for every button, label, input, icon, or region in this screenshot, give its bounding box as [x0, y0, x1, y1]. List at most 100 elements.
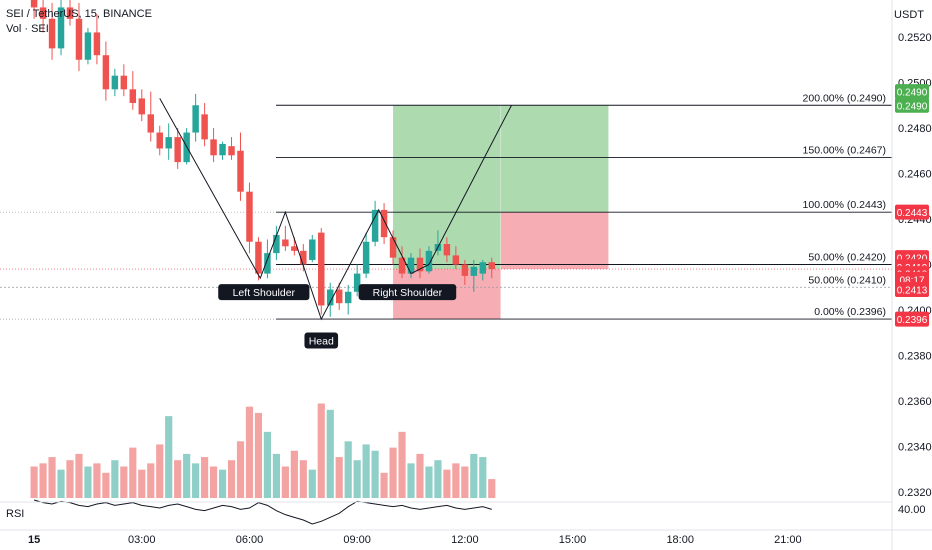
- volume-bar: [299, 460, 307, 498]
- candle-body: [318, 232, 325, 306]
- price-axis-tag-text: 0.2443: [897, 208, 928, 219]
- volume-bar: [201, 457, 209, 498]
- volume-bar: [39, 463, 47, 498]
- price-tick-label: 0.2320: [898, 487, 932, 499]
- volume-bar: [218, 469, 227, 498]
- volume-bar: [111, 460, 119, 498]
- price-tick-label: 0.2460: [898, 169, 932, 181]
- pattern-label: Right Shoulder: [373, 287, 443, 299]
- volume-bar: [30, 466, 38, 498]
- time-tick-label: 18:00: [666, 534, 694, 546]
- volume-bar: [209, 466, 218, 498]
- price-axis-tag-text: 08:17: [899, 275, 924, 286]
- volume-bar: [452, 463, 460, 498]
- candle-body: [309, 239, 316, 260]
- candle-body: [111, 75, 119, 90]
- symbol-title: SEI / TetherUS, 15, BINANCE: [6, 8, 152, 20]
- volume-bar: [290, 450, 298, 498]
- head-and-shoulders-path: [159, 98, 512, 321]
- volume-bar: [461, 466, 469, 498]
- pattern-label-bg: [304, 332, 339, 349]
- time-tick-label: 12:00: [451, 534, 479, 546]
- candle-body: [479, 262, 487, 274]
- volume-bar: [192, 463, 200, 498]
- candle-body: [273, 234, 280, 254]
- volume-bars: [30, 403, 496, 498]
- candle-body: [398, 257, 406, 274]
- candle-body: [75, 18, 83, 60]
- candle-body: [57, 7, 65, 49]
- candle-body: [416, 257, 424, 272]
- price-axis-tag: [895, 84, 929, 100]
- candle-body: [84, 32, 92, 60]
- volume-bar: [236, 441, 245, 498]
- volume-bar: [425, 466, 433, 498]
- candle-body: [425, 250, 433, 272]
- time-tick-label: 09:00: [343, 534, 371, 546]
- pattern-label-bg: [358, 284, 457, 301]
- volume-bar: [165, 416, 173, 498]
- price-axis-tag-text: 0.2490: [897, 101, 928, 112]
- fib-levels: 200.00% (0.2490) 150.00% (0.2467) 100.00% …: [0, 92, 892, 320]
- candle-body: [156, 132, 163, 149]
- candle-body: [264, 253, 271, 274]
- candle-body: [201, 114, 208, 140]
- price-axis-tag: [895, 97, 929, 113]
- volume-bar: [138, 469, 146, 498]
- rsi-line: [33, 499, 492, 525]
- candle-body: [48, 18, 56, 49]
- price-tick-label: 0.2480: [898, 123, 932, 135]
- fib-label: 50.00% (0.2410): [808, 274, 886, 286]
- time-tick-label: 03:00: [128, 534, 156, 546]
- price-tick-label: 0.2340: [898, 442, 932, 454]
- time-tick-label: 15:00: [559, 534, 587, 546]
- candle-body: [39, 7, 47, 19]
- time-tick-label: 06:00: [236, 534, 264, 546]
- candle-body: [102, 55, 110, 90]
- fib-label: 150.00% (0.2467): [803, 145, 886, 157]
- candle-body: [228, 146, 235, 156]
- candle-body: [291, 246, 298, 251]
- volume-bar: [245, 406, 254, 498]
- pattern-path: Left Shoulder Head Right Shoulder: [159, 98, 512, 349]
- candle-body: [165, 137, 172, 149]
- price-tick-label: 0.2380: [898, 351, 932, 363]
- candle-body: [452, 255, 460, 265]
- volume-bar: [470, 453, 478, 498]
- candle-body: [362, 241, 370, 274]
- rsi-tick-label: 40.00: [898, 504, 926, 516]
- volume-bar: [443, 469, 451, 498]
- price-tick-label: 0.2520: [898, 32, 932, 44]
- candle-body: [407, 257, 415, 274]
- candle-body: [353, 273, 361, 292]
- candle-body: [210, 139, 217, 156]
- volume-bar: [389, 447, 397, 498]
- candle-body: [66, 7, 74, 19]
- candle-body: [255, 241, 262, 274]
- candle-body: [282, 239, 289, 247]
- candle-body: [147, 114, 154, 133]
- volume-bar: [272, 453, 280, 498]
- candle-body: [371, 209, 379, 242]
- fib-label: 100.00% (0.2443): [803, 199, 886, 211]
- volume-bar: [344, 441, 352, 498]
- volume-bar: [308, 469, 316, 498]
- candle-body: [129, 89, 137, 103]
- volume-bar: [317, 403, 325, 498]
- volume-bar: [380, 472, 388, 498]
- candle-body: [470, 266, 478, 276]
- volume-bar: [281, 466, 289, 498]
- volume-bar: [75, 453, 83, 498]
- price-axis-tag-text: 0.2420: [897, 254, 928, 265]
- volume-bar: [254, 412, 263, 498]
- volume-bar: [156, 444, 164, 498]
- volume-bar: [147, 463, 155, 498]
- volume-bar: [398, 431, 406, 498]
- time-axis[interactable]: 15 03:00 06:00 09:00 12:00 15:00 18:00 21:00: [28, 534, 802, 546]
- price-axis-tag: [895, 204, 929, 220]
- volume-bar: [416, 453, 424, 498]
- candle-body: [219, 143, 226, 156]
- fib-label: 50.00% (0.2420): [808, 252, 886, 264]
- volume-bar: [129, 447, 137, 498]
